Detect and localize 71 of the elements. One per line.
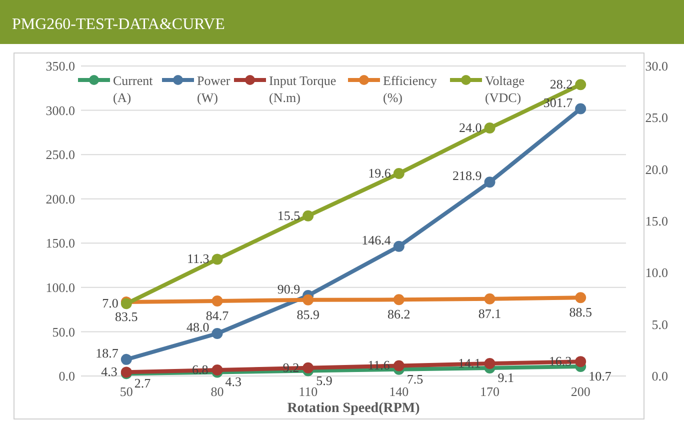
- legend-label: Current (A): [113, 73, 154, 105]
- legend-label: Power (W): [197, 73, 231, 105]
- y-tick-label: 50.0: [52, 324, 75, 340]
- legend-label: Voltage (VDC): [485, 73, 525, 105]
- data-label: 10.7: [588, 368, 612, 384]
- point: [484, 176, 496, 188]
- point: [393, 294, 404, 306]
- point: [393, 168, 404, 179]
- point: [212, 364, 223, 376]
- point: [575, 79, 586, 90]
- data-label: 18.7: [96, 345, 119, 360]
- y2-tick-label: 20.0: [645, 162, 668, 177]
- point: [212, 254, 223, 265]
- x-tick-label: 140: [389, 384, 409, 399]
- point: [212, 328, 223, 339]
- x-tick-label: 200: [570, 384, 590, 399]
- x-tick-label: 50: [120, 384, 133, 399]
- data-label: 28.2: [550, 76, 573, 92]
- point: [484, 358, 496, 370]
- data-label: 19.6: [368, 165, 392, 180]
- data-label: 5.9: [316, 372, 332, 388]
- data-label: 7.0: [102, 296, 118, 311]
- point: [212, 295, 223, 306]
- x-tick-label: 170: [480, 384, 500, 399]
- y2-tick-label: 30.0: [645, 58, 668, 74]
- data-label: 88.5: [569, 304, 592, 320]
- data-label: 24.0: [459, 120, 482, 135]
- x-axis-title: Rotation Speed(RPM): [287, 401, 420, 416]
- y2-tick-label: 25.0: [645, 110, 668, 126]
- y-tick-label: 300.0: [46, 102, 75, 118]
- point: [393, 240, 404, 252]
- y2-tick-label: 15.0: [645, 214, 668, 229]
- data-label: 9.1: [498, 370, 514, 385]
- data-label: 86.2: [388, 306, 410, 322]
- y-tick-label: 150.0: [46, 236, 75, 251]
- data-label: 146.4: [362, 232, 392, 248]
- y2-tick-label: 5.0: [652, 316, 668, 332]
- data-label: 83.5: [115, 309, 138, 324]
- y-tick-label: 350.0: [46, 58, 75, 74]
- point: [484, 122, 496, 134]
- point: [302, 210, 314, 222]
- data-label: 11.3: [186, 251, 210, 266]
- data-label: 87.1: [478, 306, 502, 321]
- y-tick-label: 0.0: [58, 368, 75, 384]
- point: [575, 292, 586, 304]
- y2-tick-label: 10.0: [645, 265, 668, 280]
- data-label: 4.3: [101, 364, 118, 380]
- y-tick-label: 100.0: [46, 280, 75, 295]
- y-tick-label: 200.0: [46, 191, 75, 206]
- data-label: 85.9: [296, 306, 320, 322]
- point: [120, 354, 132, 365]
- data-label: 2.7: [134, 376, 152, 391]
- data-label: 4.3: [225, 374, 242, 390]
- point: [393, 360, 404, 372]
- data-label: 7.5: [406, 371, 424, 386]
- point: [302, 294, 314, 306]
- point: [484, 293, 496, 304]
- chart-title: PMG260-TEST-DATA&CURVE: [12, 16, 225, 33]
- data-label: 218.9: [452, 168, 482, 184]
- y-tick-label: 250.0: [46, 147, 75, 162]
- data-label: 90.9: [277, 281, 300, 296]
- data-label: 15.5: [277, 208, 300, 223]
- point: [575, 103, 586, 114]
- x-tick-label: 80: [210, 384, 224, 399]
- legend-label: Input Torque (N.m): [269, 73, 336, 105]
- data-label: 301.7: [543, 94, 574, 110]
- x-tick-label: 110: [298, 384, 318, 399]
- point: [302, 362, 314, 374]
- y2-tick-label: 0.0: [652, 368, 668, 384]
- point: [575, 356, 586, 368]
- legend-label: Efficiency (%): [383, 73, 438, 105]
